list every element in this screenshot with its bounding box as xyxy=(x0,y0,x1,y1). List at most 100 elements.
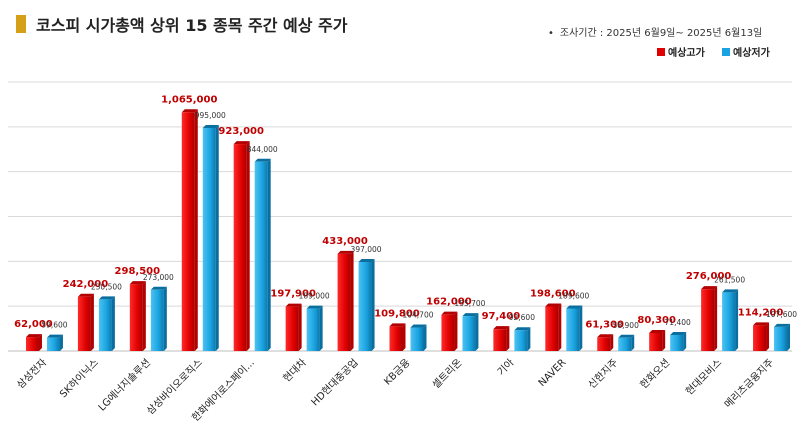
bar-low xyxy=(722,292,736,351)
category-label: LG에너지솔루션 xyxy=(96,357,153,414)
bar-side-high xyxy=(350,250,354,351)
bar-side-high xyxy=(662,329,666,351)
data-label-low: 92,600 xyxy=(509,313,535,322)
bar-top-high xyxy=(25,334,42,338)
chart-title-text: 코스피 시가총액 상위 15 종목 주간 예상 주가 xyxy=(36,16,348,35)
bar-low xyxy=(202,127,216,352)
bar-top-low xyxy=(566,305,583,309)
legend-label-low: 예상저가 xyxy=(733,48,770,59)
bar-top-low xyxy=(150,286,167,290)
legend-swatch-low xyxy=(722,47,730,56)
data-label-high: 62,000 xyxy=(14,319,53,330)
data-label-high: 276,000 xyxy=(686,271,732,282)
bar-high xyxy=(337,253,351,351)
bar-low xyxy=(462,316,476,351)
category-label: 삼성전자 xyxy=(15,357,50,392)
bar-low xyxy=(410,327,424,351)
bar-top-low xyxy=(46,334,63,338)
bar-high xyxy=(285,306,299,351)
bar-top-high xyxy=(493,326,510,330)
bar-high xyxy=(753,325,767,351)
bar-side-high xyxy=(194,109,198,351)
bar-high xyxy=(441,314,455,351)
legend-item-low: 예상저가 xyxy=(722,44,770,59)
bar-side-high xyxy=(38,334,42,351)
data-label-low: 59,600 xyxy=(41,321,67,330)
bar-top-high xyxy=(285,303,302,307)
category-label: 현대모비스 xyxy=(683,357,724,398)
bar-top-high xyxy=(129,281,146,285)
bar-low xyxy=(618,337,632,351)
bar-low xyxy=(98,299,112,351)
category-label: SK하이닉스 xyxy=(57,356,101,400)
bar-low xyxy=(46,337,60,351)
data-label-low: 230,500 xyxy=(91,282,122,291)
bar-high xyxy=(701,289,715,351)
legend-label-high: 예상고가 xyxy=(668,48,705,59)
bar-side-low xyxy=(111,296,115,351)
data-label-high: 1,065,000 xyxy=(161,94,217,105)
bar-side-low xyxy=(319,305,323,351)
category-label: 기아 xyxy=(495,357,517,379)
data-label-high: 162,000 xyxy=(426,297,472,308)
bar-low xyxy=(566,308,580,351)
bar-top-low xyxy=(254,158,271,162)
data-label-low: 155,700 xyxy=(454,299,485,308)
bar-low xyxy=(150,289,164,351)
bar-top-low xyxy=(618,334,635,338)
data-label-low: 104,700 xyxy=(402,311,433,320)
bar-top-low xyxy=(670,331,687,335)
bar-top-high xyxy=(701,286,718,290)
bar-high xyxy=(389,326,403,351)
category-label: 현대차 xyxy=(281,357,309,385)
bar-side-low xyxy=(527,327,531,351)
bar-low xyxy=(514,330,528,351)
data-label-low: 71,400 xyxy=(665,318,691,327)
bar-high xyxy=(25,337,39,351)
bar-top-low xyxy=(722,289,739,293)
bar-high xyxy=(597,337,611,351)
data-label-low: 189,600 xyxy=(558,291,589,300)
bar-top-high xyxy=(649,329,666,333)
bar-top-low xyxy=(98,296,115,300)
data-label-high: 61,300 xyxy=(585,319,624,330)
category-label: 삼성바이오로직스 xyxy=(144,357,205,418)
category-label: KB금융 xyxy=(382,357,413,388)
bar-low xyxy=(254,161,268,351)
data-label-high: 298,500 xyxy=(115,266,161,277)
bar-side-low xyxy=(735,289,739,351)
bar-side-low xyxy=(371,259,375,351)
bar-high xyxy=(493,329,507,351)
bar-high xyxy=(545,306,559,351)
period-bullet: • xyxy=(548,28,554,39)
data-label-high: 97,400 xyxy=(482,311,521,322)
bar-side-low xyxy=(267,158,271,351)
survey-period-text: 조사기간 : 2025년 6월9일~ 2025년 6월13일 xyxy=(559,28,763,39)
bar-side-low xyxy=(59,334,63,351)
bar-side-low xyxy=(579,305,583,351)
data-label-high: 433,000 xyxy=(322,236,368,247)
bar-side-low xyxy=(215,124,219,352)
bar-top-low xyxy=(774,323,791,327)
bar-side-low xyxy=(631,334,635,351)
bar-top-high xyxy=(597,334,614,338)
bar-top-low xyxy=(202,124,219,128)
category-label: 한화오션 xyxy=(638,357,673,392)
survey-period: • 조사기간 : 2025년 6월9일~ 2025년 6월13일 xyxy=(548,24,762,39)
bar-top-low xyxy=(514,327,531,331)
bar-top-low xyxy=(306,305,323,309)
bar-high xyxy=(129,284,143,351)
bar-top-high xyxy=(181,109,198,113)
bar-side-low xyxy=(163,286,167,351)
bar-high xyxy=(649,332,663,351)
chart-title: 코스피 시가총액 상위 15 종목 주간 예상 주가 xyxy=(16,12,348,36)
category-label: 셀트리온 xyxy=(430,357,465,392)
bar-top-high xyxy=(233,141,250,145)
bar-side-high xyxy=(558,303,562,351)
bar-high xyxy=(233,144,247,351)
bar-top-high xyxy=(337,250,354,254)
bar-top-low xyxy=(358,259,375,263)
data-label-low: 397,000 xyxy=(351,245,382,254)
bar-high xyxy=(181,112,195,351)
